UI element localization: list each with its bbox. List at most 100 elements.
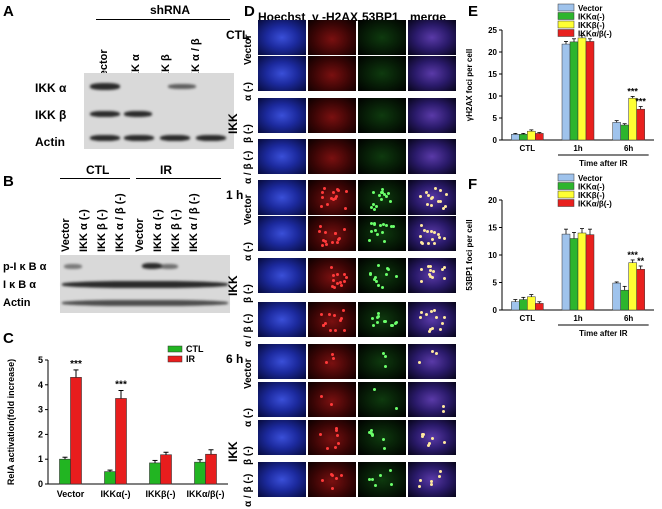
panel-f-label: F	[468, 176, 478, 193]
d-ikk-label-ctl: IKK	[226, 113, 240, 134]
x-tick-label: 6h	[624, 314, 633, 323]
focus-dot	[376, 283, 380, 287]
focus-dot	[335, 477, 339, 481]
b-row-pikba: p-I κ B α	[3, 261, 47, 273]
focus-dot	[334, 195, 338, 199]
y-tick-label: 4	[38, 380, 43, 390]
focus-dot	[342, 273, 346, 277]
focus-dot	[433, 186, 437, 190]
microscopy-image	[358, 302, 406, 337]
focus-dot	[325, 203, 329, 207]
bar-series-1	[519, 299, 528, 311]
blot-b	[60, 255, 230, 313]
significance-label: ***	[635, 97, 646, 107]
focus-dot	[444, 193, 448, 197]
blot-band	[160, 135, 190, 141]
legend-swatch	[557, 3, 575, 12]
focus-dot	[335, 427, 339, 431]
focus-dot	[386, 267, 390, 271]
microscopy-image	[258, 382, 306, 417]
focus-dot	[429, 268, 433, 272]
focus-dot	[330, 487, 334, 491]
bar-series-3	[636, 108, 645, 141]
d-row-label: β (-)	[243, 446, 254, 465]
focus-dot	[430, 437, 434, 441]
focus-dot	[343, 227, 347, 231]
focus-dot	[336, 272, 340, 276]
d-row-label: Vector	[243, 34, 254, 65]
focus-dot	[374, 205, 378, 209]
significance-label: ***	[70, 359, 82, 370]
focus-dot	[423, 228, 427, 232]
focus-dot	[430, 480, 434, 484]
focus-dot	[375, 232, 379, 236]
a-row-ikka: IKK α	[35, 81, 67, 95]
legend-label: IR	[186, 354, 196, 364]
bar-series-2	[527, 296, 536, 311]
b-lane-2: IKK α (-)	[78, 209, 90, 252]
microscopy-image	[358, 98, 406, 133]
focus-dot	[433, 241, 437, 245]
focus-dot	[429, 275, 433, 279]
focus-dot	[435, 316, 439, 320]
focus-dot	[321, 191, 325, 195]
focus-dot	[370, 222, 374, 226]
focus-dot	[375, 320, 379, 324]
focus-dot	[381, 285, 385, 289]
focus-dot	[443, 204, 447, 208]
shrna-bracket-line	[96, 19, 230, 20]
focus-dot	[337, 237, 341, 241]
focus-dot	[330, 353, 334, 357]
focus-dot	[321, 323, 325, 327]
focus-dot	[394, 407, 398, 411]
b-row-actin: Actin	[3, 297, 31, 309]
microscopy-image	[408, 382, 456, 417]
focus-dot	[324, 230, 328, 234]
y-tick-label: 2	[38, 429, 43, 439]
significance-label: ***	[115, 380, 127, 391]
focus-dot	[425, 229, 429, 233]
b-row-ikba: I κ B α	[3, 279, 37, 291]
focus-dot	[440, 321, 444, 325]
microscopy-image	[258, 344, 306, 379]
focus-dot	[372, 203, 376, 206]
bar-ctl	[194, 461, 206, 485]
focus-dot	[371, 190, 375, 194]
focus-dot	[426, 443, 430, 447]
legend-label: IKKα(-)	[578, 183, 605, 192]
focus-dot	[428, 264, 432, 268]
microscopy-image	[358, 139, 406, 174]
panel-b-label: B	[3, 173, 14, 190]
focus-dot	[337, 441, 341, 445]
microscopy-image	[408, 258, 456, 293]
microscopy-image	[258, 462, 306, 497]
focus-dot	[339, 281, 343, 285]
focus-dot	[368, 272, 372, 276]
focus-dot	[374, 228, 378, 232]
legend-label: IKKβ(-)	[578, 21, 605, 30]
focus-dot	[372, 222, 376, 226]
focus-dot	[427, 273, 431, 277]
bar-series-0	[511, 301, 520, 311]
focus-dot	[430, 230, 434, 234]
d-row-label: α (-)	[243, 242, 254, 261]
bar-ctl	[149, 462, 161, 485]
focus-dot	[430, 276, 434, 280]
bar-series-3	[636, 269, 645, 311]
focus-dot	[341, 308, 345, 312]
blot-band	[160, 264, 178, 269]
focus-dot	[427, 193, 431, 197]
focus-dot	[391, 324, 395, 328]
focus-dot	[431, 269, 435, 273]
focus-dot	[418, 235, 422, 239]
focus-dot	[333, 446, 337, 450]
focus-dot	[438, 200, 442, 204]
bar-series-3	[535, 133, 544, 141]
b-lane-5: Vector	[134, 218, 146, 252]
y-tick-label: 10	[488, 92, 497, 101]
focus-dot	[381, 191, 385, 195]
legend-swatch	[557, 182, 575, 190]
legend-swatch	[557, 20, 575, 29]
d-row-label: Vector	[243, 194, 254, 225]
focus-dot	[419, 195, 423, 199]
